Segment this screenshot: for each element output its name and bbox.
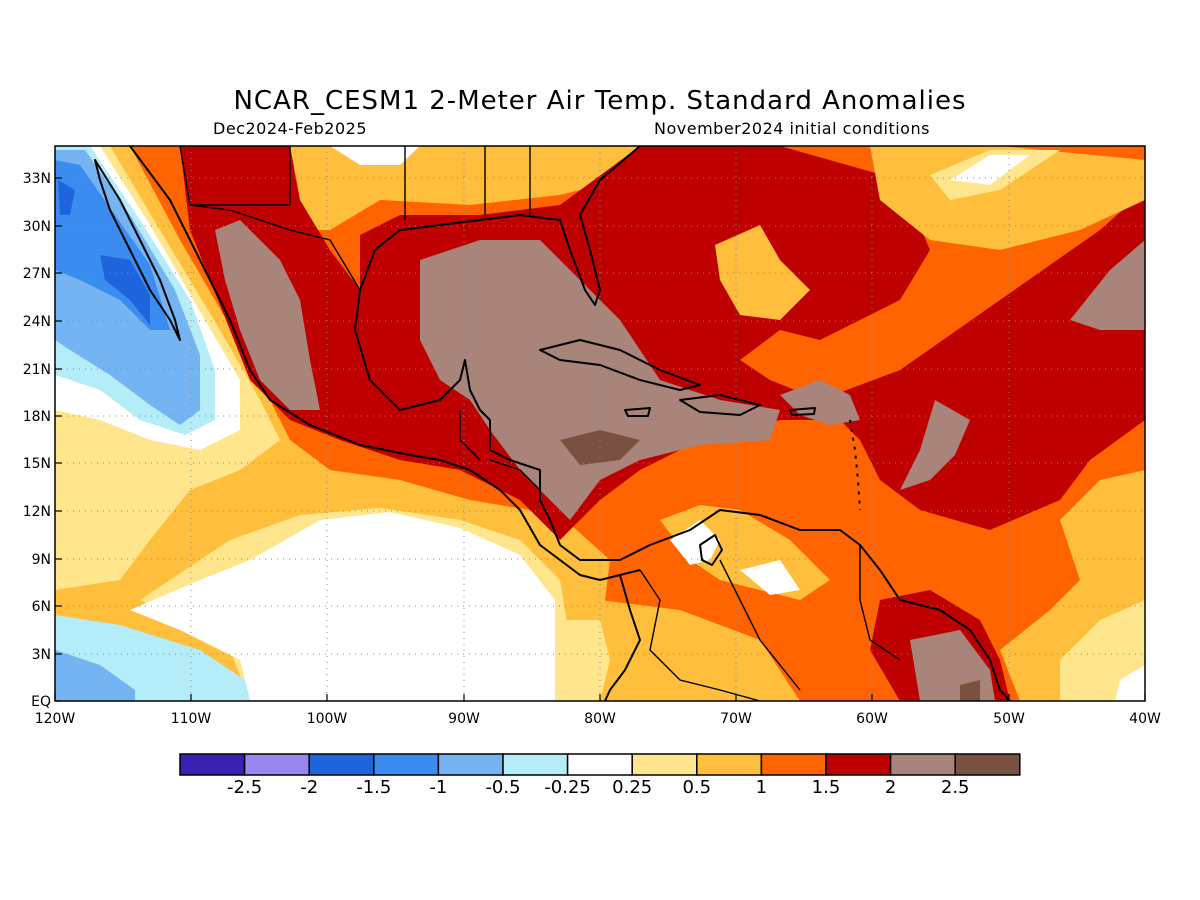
colorbar-swatch [243, 753, 310, 776]
colorbar: -2.5 -2 -1.5 -1 -0.5 -0.25 0.25 0.5 1 1.5 2 2.5 [179, 753, 1021, 798]
colorbar-swatch [566, 753, 633, 776]
colorbar-swatch [889, 753, 956, 776]
border-guyana [859, 545, 901, 661]
axis-ticks [54, 177, 1146, 702]
colorbar-label: -2.5 [227, 777, 262, 798]
lat-label: 15N [23, 456, 51, 472]
anomaly-region-2-2.5-mexico [215, 220, 320, 410]
lesser-antilles-outline [849, 419, 861, 511]
colorbar-label: 1.5 [812, 777, 841, 798]
coastline-mexico-west [129, 146, 441, 461]
lat-label: 6N [32, 599, 51, 615]
lon-label: 120W [35, 711, 76, 727]
anomaly-region-neutral-atlantic-north [950, 155, 1030, 185]
cuba-outline [539, 339, 701, 391]
initial-conditions-label: November2024 initial conditions [654, 119, 930, 138]
anomaly-region-neutral-us [330, 146, 420, 165]
anomaly-region-neg-0.5-equatorial [55, 650, 135, 701]
lat-label: 27N [23, 266, 51, 282]
graticule [55, 146, 1145, 701]
colorbar-swatch [437, 753, 504, 776]
colorbar-swatch [825, 753, 892, 776]
coastline-baja [94, 159, 181, 341]
coastline-us [359, 146, 641, 306]
lake-maracaibo-outline [699, 534, 723, 566]
lon-label: 100W [307, 711, 348, 727]
border-us-mexico [189, 204, 361, 291]
colorbar-swatch [954, 753, 1021, 776]
anomaly-region-2-2.5-far-east [1070, 240, 1145, 330]
colorbar-swatch [373, 753, 440, 776]
colorbar-swatch [308, 753, 375, 776]
lon-label: 70W [720, 711, 752, 727]
lat-label: 33N [23, 171, 51, 187]
map-title: NCAR_CESM1 2-Meter Air Temp. Standard An… [233, 86, 967, 116]
anomaly-region-neutral-atlantic-south [1115, 665, 1145, 701]
anomaly-region-neutral-venezuela [670, 520, 800, 595]
lon-label: 90W [448, 711, 480, 727]
anomaly-region-2-2.5-east-atlantic [900, 400, 970, 490]
lat-label: 21N [23, 362, 51, 378]
hispaniola-outline [679, 394, 761, 416]
lon-label: 80W [584, 711, 616, 727]
anomaly-region-above-2.5-guianas [960, 680, 980, 701]
coastline-mexico-east [354, 289, 491, 421]
lat-label: 30N [23, 219, 51, 235]
colorbar-label: 0.5 [682, 777, 711, 798]
jamaica-outline [624, 407, 651, 417]
lon-label: 40W [1129, 711, 1161, 727]
colorbar-swatch [502, 753, 569, 776]
colorbar-label: -2 [300, 777, 318, 798]
anomaly-region-above-2.5 [560, 430, 640, 465]
colorbar-label: 2 [885, 777, 896, 798]
colorbar-label: -1.5 [356, 777, 391, 798]
colorbar-label: 1 [756, 777, 767, 798]
coastline-central-america-pacific [439, 459, 641, 581]
colorbar-label: -1 [429, 777, 447, 798]
colorbar-label: -0.25 [544, 777, 591, 798]
lat-label: 3N [32, 647, 51, 663]
anomaly-region-0.25-0.5-ecuador [555, 620, 610, 701]
anomaly-region-0.25-0.5-atlantic-south [1060, 600, 1145, 701]
lon-label: 60W [856, 711, 888, 727]
border-guatemala [459, 410, 481, 461]
lat-label: 18N [23, 409, 51, 425]
colorbar-swatch [179, 753, 246, 776]
lat-label: 24N [23, 314, 51, 330]
anomaly-region-neg-1.5-pacific [58, 180, 150, 325]
colorbar-label: 2.5 [941, 777, 970, 798]
colorbar-swatch [631, 753, 698, 776]
lon-label: 50W [993, 711, 1025, 727]
colorbar-label: -0.5 [485, 777, 520, 798]
anomaly-field [55, 146, 1145, 701]
coastline-south-america-west [604, 574, 641, 701]
colorbar-label: 0.25 [612, 777, 652, 798]
season-label: Dec2024-Feb2025 [213, 119, 367, 138]
anomaly-region-0.5-1-us [290, 146, 640, 230]
country-borders [179, 146, 901, 701]
border-us-southwest [179, 146, 291, 206]
border-colombia [639, 569, 761, 701]
puerto-rico-outline [789, 407, 816, 416]
anomaly-region-0.5-1-atlantic-central [715, 225, 810, 320]
anomaly-region-neutral-tropical [130, 512, 555, 701]
lat-label: 9N [32, 552, 51, 568]
latitude-labels: 33N 30N 27N 24N 21N 18N 15N 12N 9N 6N 3N… [23, 171, 51, 710]
coastline-central-america-caribbean [489, 420, 620, 561]
colorbar-swatch [760, 753, 827, 776]
lon-label: 110W [171, 711, 212, 727]
longitude-labels: 120W 110W 100W 90W 80W 70W 60W 50W 40W [35, 711, 1161, 727]
anomaly-region-1.5-2 [180, 146, 1145, 540]
border-honduras [489, 459, 541, 491]
lat-label: EQ [31, 694, 51, 710]
lat-label: 12N [23, 504, 51, 520]
colorbar-swatch [696, 753, 763, 776]
border-venezuela [719, 559, 801, 691]
